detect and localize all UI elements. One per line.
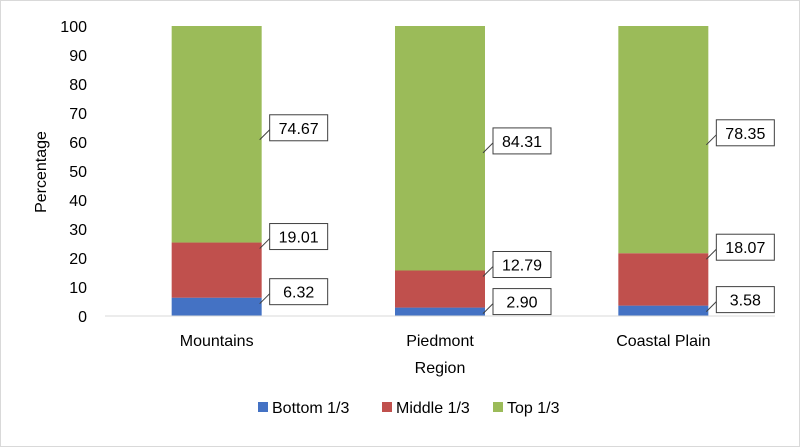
legend-swatch: [382, 402, 392, 412]
legend-swatch: [493, 402, 503, 412]
data-label: 3.58: [730, 293, 761, 310]
y-tick-label: 20: [69, 251, 87, 268]
data-label: 12.79: [502, 257, 542, 274]
data-label: 18.07: [725, 240, 765, 257]
y-tick-label: 10: [69, 280, 87, 297]
data-label-box: [715, 233, 775, 261]
y-tick-label: 30: [69, 222, 87, 239]
data-label-box: [492, 127, 552, 155]
data-label: 84.31: [502, 134, 542, 151]
y-tick-label: 70: [69, 106, 87, 123]
legend-label: Top 1/3: [507, 400, 560, 417]
x-axis-label: Region: [415, 360, 466, 377]
bar-piedmont-top-1-3: [395, 26, 485, 271]
data-label-box: [715, 119, 775, 147]
data-label: 78.35: [725, 126, 765, 143]
data-label-leader: [482, 142, 494, 154]
y-tick-label: 50: [69, 164, 87, 181]
y-tick-label: 100: [60, 19, 87, 36]
data-label: 2.90: [506, 295, 537, 312]
bars: [171, 26, 709, 316]
x-tick-label: Piedmont: [406, 333, 474, 350]
data-label-box: [492, 288, 552, 316]
data-label: 19.01: [279, 230, 319, 247]
y-tick-label: 80: [69, 77, 87, 94]
bar-piedmont-bottom-1-3: [395, 307, 485, 316]
bar-piedmont-middle-1-3: [395, 270, 485, 308]
bar-coastal-plain-top-1-3: [618, 26, 709, 254]
bar-mountains-top-1-3: [171, 26, 262, 243]
x-axis-ticks: Mountains Piedmont Coastal Plain: [180, 333, 711, 350]
data-label: 6.32: [283, 285, 314, 302]
bar-mountains-middle-1-3: [171, 242, 262, 298]
data-label-box: [715, 286, 775, 314]
x-tick-label: Coastal Plain: [616, 333, 710, 350]
legend: Bottom 1/3 Middle 1/3 Top 1/3: [258, 400, 560, 417]
data-label-box: [269, 223, 329, 251]
data-label-leader: [705, 248, 717, 260]
y-axis-ticks: 0 10 20 30 40 50 60 70 80 90 100: [60, 19, 87, 326]
data-label-leader: [705, 134, 717, 146]
data-label-leader: [259, 129, 271, 141]
data-label-leader: [259, 238, 271, 249]
x-tick-label: Mountains: [180, 333, 254, 350]
data-label-box: [269, 114, 329, 142]
data-label-leader: [259, 293, 271, 305]
data-label: 74.67: [279, 121, 319, 138]
y-tick-label: 40: [69, 193, 87, 210]
y-tick-label: 90: [69, 48, 87, 65]
bar-coastal-plain-middle-1-3: [618, 253, 709, 306]
y-tick-label: 60: [69, 135, 87, 152]
y-tick-label: 0: [78, 309, 87, 326]
data-label-leader: [482, 266, 494, 277]
y-axis-label: Percentage: [33, 131, 50, 213]
data-labels: 6.32 19.01 74.67 2.90 12.79 84.31 3.58 18.07 78.…: [259, 114, 775, 316]
bar-coastal-plain-bottom-1-3: [618, 305, 709, 316]
bar-mountains-bottom-1-3: [171, 297, 262, 316]
data-label-leader: [705, 301, 717, 312]
data-label-box: [269, 278, 329, 306]
data-label-box: [492, 250, 552, 278]
data-label-leader: [482, 303, 494, 314]
legend-label: Middle 1/3: [396, 400, 470, 417]
legend-label: Bottom 1/3: [272, 400, 349, 417]
legend-swatch: [258, 402, 268, 412]
